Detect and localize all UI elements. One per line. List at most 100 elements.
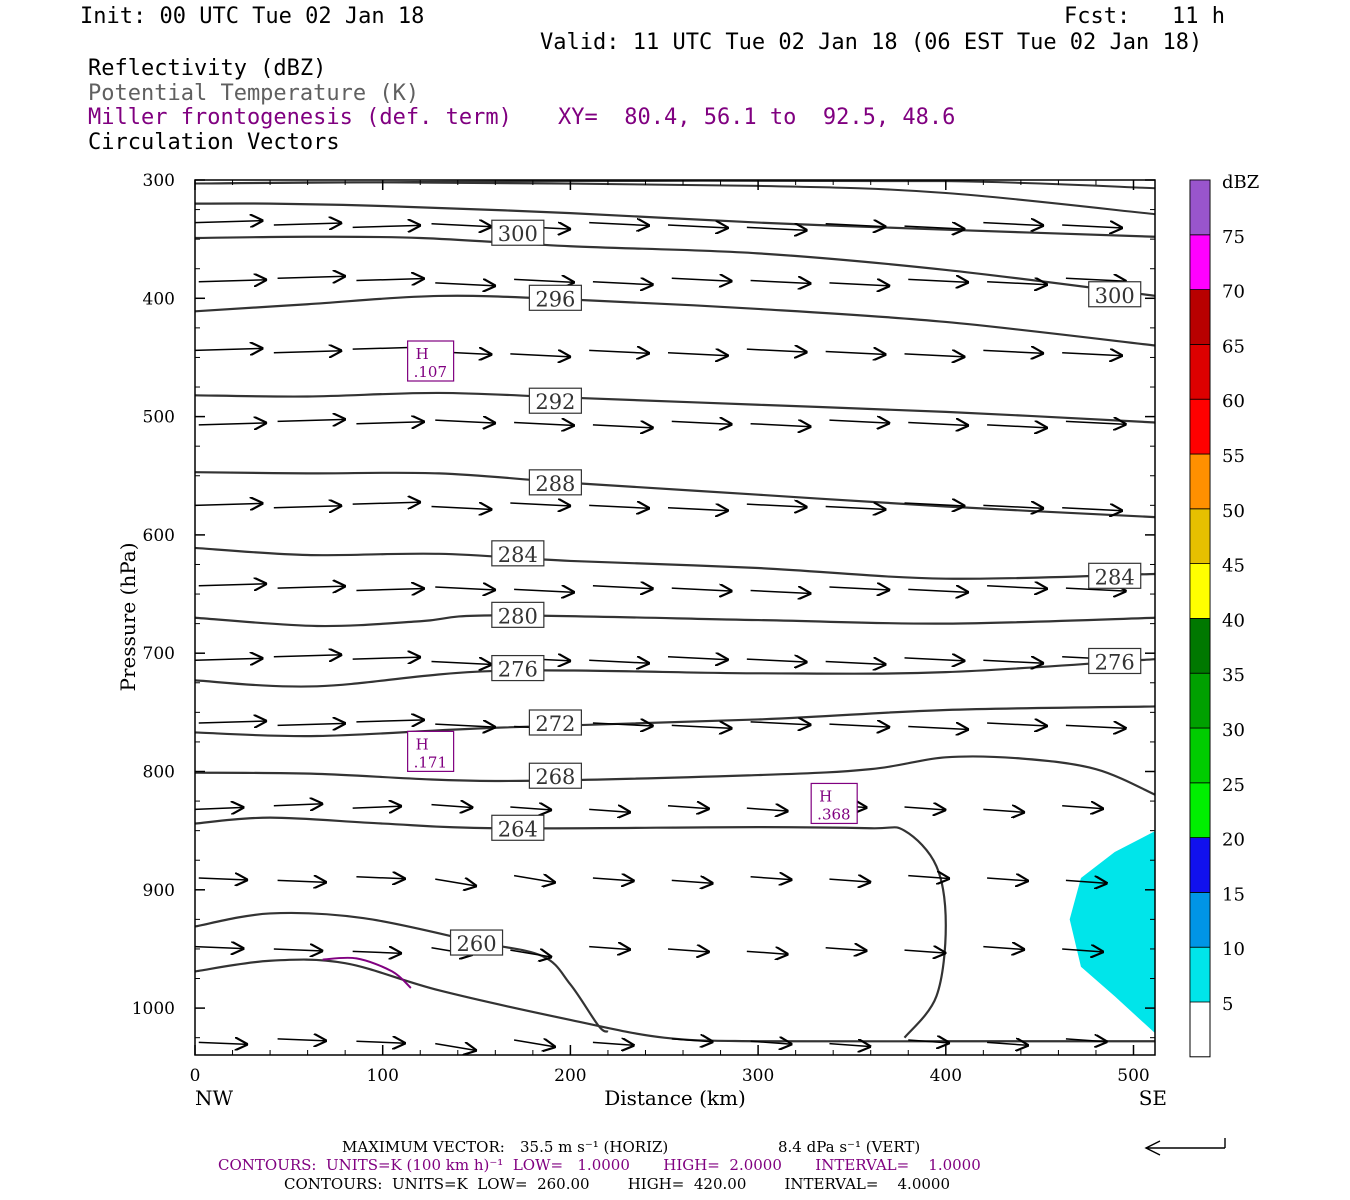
vector-arrow [908, 423, 969, 426]
vector-arrow [510, 354, 571, 357]
vector-arrow [277, 419, 346, 421]
theta-contour-268 [195, 755, 1155, 796]
vector-arrow [589, 505, 650, 508]
vector-arrow [825, 661, 887, 664]
contour-label-box [491, 601, 545, 628]
vector-arrow [589, 660, 650, 663]
y-axis-label: Pressure (hPa) [116, 543, 140, 692]
theta-contour-surface [195, 958, 1155, 1043]
vector-arrow [510, 950, 552, 957]
contour-label-box [528, 387, 582, 414]
vector-arrow [1065, 588, 1127, 591]
vector-arrow [514, 589, 575, 592]
vector-arrow [904, 658, 966, 661]
colorbar-label: 75 [1222, 227, 1245, 248]
vector-arrow [273, 351, 342, 353]
vector-arrow [195, 807, 244, 809]
vector-arrow [667, 225, 729, 228]
vector-arrow [750, 424, 812, 427]
x-tick-label: 300 [742, 1066, 774, 1086]
max-vector-vert: 8.4 dPa s⁻¹ (VERT) [778, 1138, 921, 1156]
y-tick-label: 700 [143, 644, 175, 664]
max-vector-label: MAXIMUM VECTOR: [342, 1138, 505, 1156]
vector-arrow [352, 502, 421, 504]
vector-arrow [983, 660, 1044, 663]
reflectivity-area [1069, 831, 1155, 1034]
contour-label-box [491, 540, 545, 567]
vector-arrow [198, 584, 267, 586]
frontogenesis-high-box [407, 730, 455, 772]
colorbar-swatch [1189, 398, 1211, 455]
theta-contour-info: CONTOURS: UNITS=K LOW= 260.00 HIGH= 420.… [284, 1175, 950, 1193]
colorbar-swatch [1189, 837, 1211, 893]
vector-arrow [592, 878, 635, 881]
vector-arrow [435, 420, 496, 423]
y-tick-label: 800 [143, 763, 175, 783]
vector-arrow [198, 878, 248, 880]
colorbar-label: 40 [1222, 610, 1245, 631]
vector-arrow [352, 951, 402, 953]
vector-arrow [750, 1041, 793, 1044]
vector-arrow [431, 507, 493, 510]
contour-label: 276 [498, 658, 538, 682]
vector-arrow [987, 586, 1048, 589]
vector-arrow [667, 949, 710, 952]
vector-arrow [592, 723, 654, 726]
frontogenesis-high-label: H [819, 787, 832, 805]
y-tick-label: 1000 [132, 999, 175, 1019]
x-tick-label: 100 [366, 1066, 398, 1086]
contour-label: 292 [535, 390, 575, 414]
vector-arrow [198, 1042, 248, 1044]
vector-arrow [1062, 225, 1123, 228]
colorbar-swatch [1189, 672, 1211, 729]
vector-arrow [829, 879, 871, 882]
vector-arrow [435, 724, 496, 727]
colorbar-label: 15 [1222, 884, 1245, 905]
theta-contour-292 [195, 391, 1155, 424]
colorbar-swatch [1189, 343, 1211, 400]
vector-arrow [1065, 725, 1127, 728]
colorbar-label: 10 [1222, 939, 1245, 960]
vector-arrow [435, 587, 496, 590]
y-tick-label: 600 [143, 526, 175, 546]
forecast-hour-label: Fcst: [1064, 4, 1131, 29]
vector-arrow [667, 508, 729, 511]
frontogenesis-high-value: .171 [414, 753, 447, 771]
vector-arrow [510, 503, 571, 506]
vector-arrow [829, 724, 890, 727]
theta-contour-288 [195, 471, 1155, 519]
vector-arrow [352, 657, 421, 659]
x-axis-label: Distance (km) [604, 1086, 746, 1110]
contour-label: 260 [457, 932, 497, 956]
colorbar-label: 20 [1222, 830, 1245, 851]
init-time: Init: 00 UTC Tue 02 Jan 18 [80, 4, 425, 29]
colorbar-label: 45 [1222, 556, 1245, 577]
vector-arrow [987, 878, 1029, 881]
colorbar-swatch [1189, 946, 1211, 1003]
vector-arrow [513, 1040, 556, 1047]
vector-arrow [277, 586, 346, 588]
vector-arrow [829, 587, 890, 590]
vector-arrow [746, 951, 789, 954]
vector-arrow [746, 504, 808, 507]
vector-arrow [1065, 1039, 1108, 1042]
colorbar-swatch [1189, 234, 1211, 291]
vector-arrow [513, 876, 556, 883]
colorbar-swatch [1189, 727, 1211, 784]
contour-label: 280 [498, 604, 538, 628]
vector-arrow [829, 283, 890, 286]
y-tick-label: 900 [143, 881, 175, 901]
frontogenesis-contour [322, 956, 412, 989]
forecast-hour-value: 11 h [1172, 4, 1225, 29]
vector-arrow [1065, 421, 1127, 424]
vector-arrow [983, 350, 1044, 353]
circulation-vectors [195, 221, 1127, 1051]
colorbar-swatch [1189, 179, 1211, 236]
vector-arrow [750, 722, 812, 725]
vector-arrow [983, 809, 1025, 812]
contour-label-box [449, 929, 504, 956]
colorbar-swatch [1189, 508, 1211, 564]
x-tick-label: 500 [1117, 1066, 1149, 1086]
field-frontogenesis: Miller frontogenesis (def. term) [88, 105, 512, 130]
